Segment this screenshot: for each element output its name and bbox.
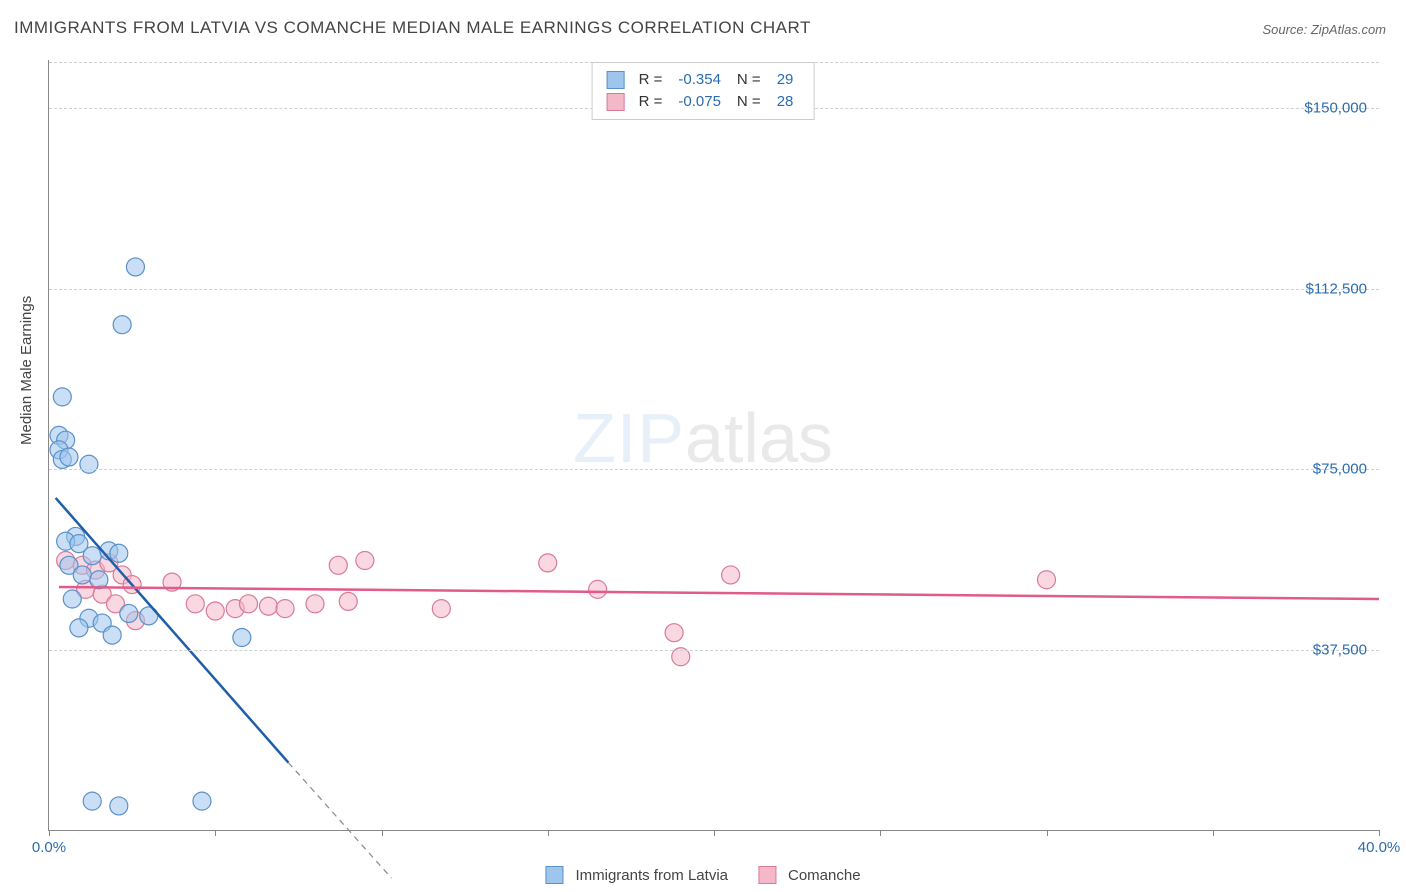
legend-item-comanche: Comanche [758,866,861,884]
chart-svg [49,60,1379,830]
r-label: R = [639,69,663,91]
y-tick-label: $37,500 [1313,641,1367,658]
x-tick [382,830,383,836]
data-point [80,455,98,473]
swatch-comanche [758,866,776,884]
data-point [193,792,211,810]
data-point [63,590,81,608]
data-point [110,544,128,562]
r-value-comanche: -0.075 [678,91,721,113]
data-point [306,595,324,613]
swatch-comanche [607,93,625,111]
legend-label-latvia: Immigrants from Latvia [575,867,728,884]
data-point [83,547,101,565]
data-point [126,258,144,276]
data-point [206,602,224,620]
data-point [356,552,374,570]
legend-label-comanche: Comanche [788,867,861,884]
legend-series: Immigrants from Latvia Comanche [545,866,860,884]
data-point [53,388,71,406]
x-tick [1047,830,1048,836]
data-point [722,566,740,584]
gridline [49,469,1379,470]
y-axis-title: Median Male Earnings [18,296,35,445]
data-point [83,792,101,810]
plot-area: $37,500$75,000$112,500$150,0000.0%40.0% [48,60,1379,831]
data-point [70,619,88,637]
x-tick [714,830,715,836]
n-value-latvia: 29 [777,69,794,91]
data-point [110,797,128,815]
data-point [432,600,450,618]
data-point [60,448,78,466]
swatch-latvia [607,71,625,89]
x-tick [1213,830,1214,836]
x-tick-label: 40.0% [1358,839,1401,856]
data-point [589,580,607,598]
r-label: R = [639,91,663,113]
gridline [49,650,1379,651]
data-point [276,600,294,618]
legend-item-latvia: Immigrants from Latvia [545,866,728,884]
data-point [339,592,357,610]
data-point [1038,571,1056,589]
legend-row-latvia: R = -0.354 N = 29 [607,69,800,91]
x-tick [215,830,216,836]
n-value-comanche: 28 [777,91,794,113]
data-point [539,554,557,572]
data-point [233,629,251,647]
data-point [329,556,347,574]
data-point [103,626,121,644]
data-point [186,595,204,613]
data-point [73,566,91,584]
y-tick-label: $112,500 [1306,280,1367,297]
data-point [259,597,277,615]
gridline [49,289,1379,290]
data-point [120,604,138,622]
data-point [665,624,683,642]
n-label: N = [737,91,761,113]
legend-correlation: R = -0.354 N = 29 R = -0.075 N = 28 [592,62,815,120]
chart-title: IMMIGRANTS FROM LATVIA VS COMANCHE MEDIA… [14,18,811,38]
trend-line-extension [288,763,391,879]
y-tick-label: $75,000 [1313,461,1367,478]
n-label: N = [737,69,761,91]
x-tick-label: 0.0% [32,839,66,856]
trend-line [59,587,1379,599]
x-tick [1379,830,1380,836]
r-value-latvia: -0.354 [678,69,721,91]
y-tick-label: $150,000 [1304,100,1367,117]
legend-row-comanche: R = -0.075 N = 28 [607,91,800,113]
x-tick [49,830,50,836]
trend-line [56,498,289,763]
x-tick [548,830,549,836]
x-tick [880,830,881,836]
data-point [240,595,258,613]
swatch-latvia [545,866,563,884]
chart-source: Source: ZipAtlas.com [1262,22,1386,37]
data-point [113,316,131,334]
